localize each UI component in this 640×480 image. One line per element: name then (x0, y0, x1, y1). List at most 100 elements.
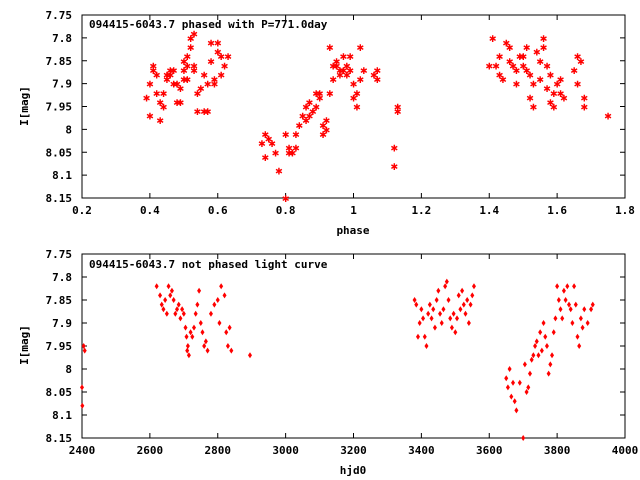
data-point: ✱ (289, 145, 296, 159)
data-point (154, 283, 159, 290)
data-point: ✱ (530, 100, 537, 114)
x-tick-label: 1.6 (547, 204, 567, 217)
data-point (527, 370, 532, 377)
data-point: ✱ (194, 86, 201, 100)
data-point: ✱ (313, 86, 320, 100)
data-point: ✱ (503, 35, 510, 49)
data-point: ✱ (330, 58, 337, 72)
data-point (507, 366, 512, 372)
data-point: ✱ (272, 145, 279, 159)
data-point (517, 379, 522, 386)
data-point (178, 315, 183, 322)
data-point (166, 283, 171, 290)
data-point: ✱ (146, 77, 153, 91)
data-point: ✱ (173, 95, 180, 109)
data-point (556, 297, 561, 303)
data-point (198, 320, 203, 326)
data-point (460, 287, 465, 294)
data-point (568, 306, 573, 313)
data-point (422, 333, 427, 340)
data-point (191, 324, 196, 331)
data-point (212, 301, 217, 308)
data-point (526, 384, 531, 391)
data-point: ✱ (316, 90, 323, 104)
data-point (158, 292, 163, 299)
x-tick-label: 2800 (205, 444, 232, 457)
data-point: ✱ (557, 72, 564, 86)
data-point (427, 301, 432, 308)
data-point: ✱ (285, 141, 292, 155)
data-point (563, 297, 568, 303)
data-point: ✱ (581, 90, 588, 104)
data-point: ✱ (506, 40, 513, 54)
data-point: ✱ (550, 86, 557, 100)
x-tick-label: 3200 (340, 444, 367, 457)
data-point (426, 310, 431, 317)
data-point: ✱ (184, 72, 191, 86)
y-tick-label: 7.85 (46, 294, 73, 307)
data-point (205, 347, 210, 354)
data-point: ✱ (167, 63, 174, 77)
data-point: ✱ (540, 31, 547, 45)
data-point: ✱ (336, 63, 343, 77)
data-point (81, 343, 86, 349)
data-point: ✱ (285, 145, 292, 159)
data-point: ✱ (526, 90, 533, 104)
data-point: ✱ (543, 81, 550, 95)
data-point: ✱ (604, 109, 611, 123)
y-tick-label: 7.85 (46, 55, 73, 68)
data-point (572, 283, 577, 290)
data-point: ✱ (221, 58, 228, 72)
data-point (175, 306, 180, 313)
data-point (565, 283, 570, 290)
data-point (514, 407, 519, 414)
data-point: ✱ (513, 77, 520, 91)
data-point: ✱ (207, 54, 214, 68)
data-point (553, 315, 558, 322)
data-point: ✱ (319, 118, 326, 132)
data-point (224, 329, 229, 336)
data-point: ✱ (350, 77, 357, 91)
x-tick-label: 1.4 (479, 204, 499, 217)
data-point (434, 297, 439, 303)
data-point: ✱ (214, 45, 221, 59)
data-point (82, 347, 87, 354)
data-point: ✱ (319, 127, 326, 141)
data-point: ✱ (187, 31, 194, 45)
data-point (184, 333, 189, 340)
data-point: ✱ (492, 58, 499, 72)
data-point: ✱ (574, 49, 581, 63)
data-point (546, 370, 551, 377)
data-point (522, 361, 527, 368)
x-tick-label: 3400 (408, 444, 435, 457)
data-point (186, 352, 191, 359)
data-point (509, 393, 514, 400)
data-point: ✱ (163, 67, 170, 81)
x-tick-label: 1 (350, 204, 357, 217)
data-point: ✱ (370, 67, 377, 81)
data-point: ✱ (333, 54, 340, 68)
y-tick-label: 8.05 (46, 386, 73, 399)
data-point (531, 352, 536, 359)
data-point (80, 384, 84, 391)
data-point: ✱ (486, 58, 493, 72)
data-point (458, 306, 463, 313)
data-point: ✱ (523, 63, 530, 77)
data-point (195, 301, 200, 308)
data-point: ✱ (177, 81, 184, 95)
data-point: ✱ (194, 104, 201, 118)
data-point (424, 343, 429, 349)
x-tick-label: 0.2 (72, 204, 92, 217)
data-point (449, 324, 454, 331)
data-point: ✱ (530, 77, 537, 91)
data-point: ✱ (357, 40, 364, 54)
data-point (578, 315, 583, 322)
data-point: ✱ (547, 67, 554, 81)
data-point (470, 292, 475, 299)
data-point (463, 310, 468, 317)
data-point (504, 375, 509, 382)
data-point (590, 301, 595, 308)
data-point (561, 287, 566, 294)
data-point (512, 398, 517, 405)
chart-title: 094415-6043.7 phased with P=771.0day (89, 18, 328, 31)
